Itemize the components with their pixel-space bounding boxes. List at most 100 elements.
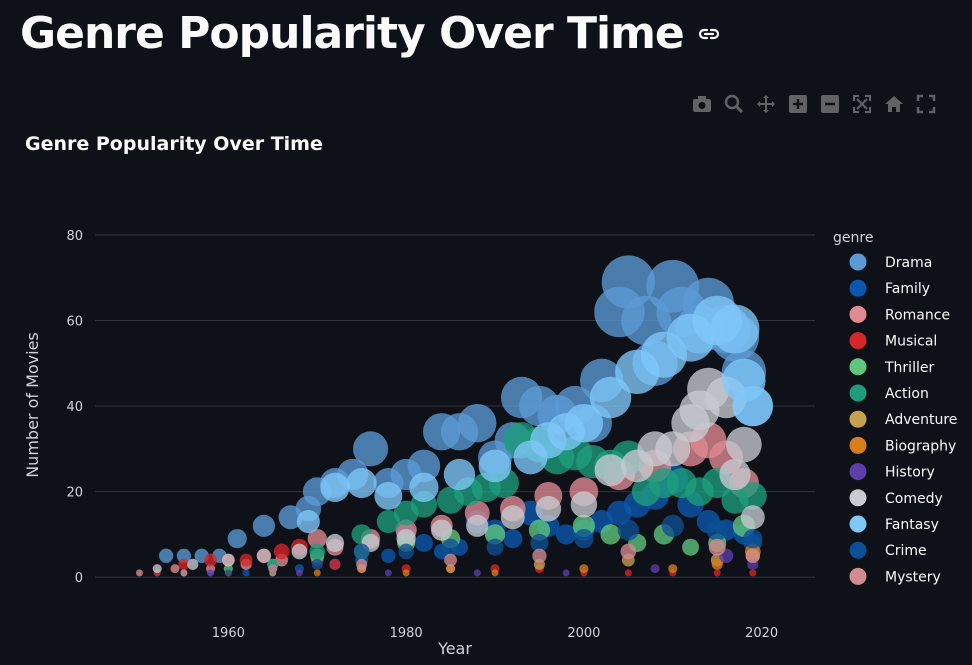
bubble-fantasy[interactable] xyxy=(320,472,350,502)
bubble-fantasy[interactable] xyxy=(296,510,320,534)
bubble-crime[interactable] xyxy=(224,569,232,577)
legend-item-crime[interactable]: Crime xyxy=(849,541,927,560)
bubble-family[interactable] xyxy=(555,524,577,545)
bubble-comedy[interactable] xyxy=(256,548,272,563)
bubble-drama[interactable] xyxy=(458,403,497,443)
bubble-comedy[interactable] xyxy=(221,553,235,567)
link-icon[interactable] xyxy=(696,21,722,47)
bubble-fantasy[interactable] xyxy=(374,481,403,510)
bubble-mystery[interactable] xyxy=(745,548,760,563)
bubble-musical[interactable] xyxy=(749,569,757,577)
bubble-mystery[interactable] xyxy=(268,564,278,574)
bubble-fantasy[interactable] xyxy=(443,458,476,491)
bubble-musical[interactable] xyxy=(713,569,721,577)
bubble-mystery[interactable] xyxy=(356,558,368,570)
legend-item-romance[interactable]: Romance xyxy=(849,305,951,324)
camera-icon[interactable] xyxy=(690,92,714,116)
bubble-musical[interactable] xyxy=(204,553,217,567)
bubble-musical[interactable] xyxy=(239,553,253,567)
bubble-crime[interactable] xyxy=(311,558,323,570)
bubble-crime[interactable] xyxy=(617,519,639,541)
bubble-history[interactable] xyxy=(207,569,215,577)
bubble-comedy[interactable] xyxy=(719,458,751,491)
bubble-drama[interactable] xyxy=(353,431,389,467)
autoscale-icon[interactable] xyxy=(850,92,874,116)
bubble-biography[interactable] xyxy=(711,558,723,570)
bubble-comedy[interactable] xyxy=(396,529,416,549)
legend-item-action[interactable]: Action xyxy=(849,384,929,403)
bubble-biography[interactable] xyxy=(402,569,410,577)
bubble-comedy[interactable] xyxy=(594,454,627,487)
bubble-comedy[interactable] xyxy=(535,495,562,522)
legend-item-mystery[interactable]: Mystery xyxy=(849,567,941,586)
bubble-family[interactable] xyxy=(381,548,396,563)
legend-item-family[interactable]: Family xyxy=(849,279,931,298)
bubble-history[interactable] xyxy=(295,569,303,577)
bubble-mystery[interactable] xyxy=(620,543,637,560)
bubble-thriller[interactable] xyxy=(600,524,621,545)
bubble-biography[interactable] xyxy=(491,569,499,577)
bubble-romance[interactable] xyxy=(307,529,327,549)
legend-item-comedy[interactable]: Comedy xyxy=(849,489,943,507)
legend-item-drama[interactable]: Drama xyxy=(849,253,933,272)
bubble-romance[interactable] xyxy=(135,569,143,577)
bubble-thriller[interactable] xyxy=(484,524,506,545)
legend-item-history[interactable]: History xyxy=(849,463,935,481)
bubble-fantasy[interactable] xyxy=(710,304,760,354)
bubble-musical[interactable] xyxy=(329,558,341,570)
bubble-musical[interactable] xyxy=(624,569,632,577)
bubble-mystery[interactable] xyxy=(180,569,188,577)
bubble-history[interactable] xyxy=(384,569,392,577)
bubble-action[interactable] xyxy=(738,481,767,510)
bubble-mystery[interactable] xyxy=(708,538,726,556)
bubble-comedy[interactable] xyxy=(431,519,453,541)
bubble-musical[interactable] xyxy=(178,558,190,570)
bubble-comedy[interactable] xyxy=(152,564,162,574)
bubble-drama[interactable] xyxy=(227,529,247,549)
bubble-drama[interactable] xyxy=(601,255,655,309)
bubble-comedy[interactable] xyxy=(726,426,762,463)
bubble-family[interactable] xyxy=(414,533,433,552)
bubble-thriller[interactable] xyxy=(682,538,700,556)
bubble-fantasy[interactable] xyxy=(478,449,512,483)
bubble-crime[interactable] xyxy=(574,529,594,549)
pan-icon[interactable] xyxy=(754,92,778,116)
legend-item-thriller[interactable]: Thriller xyxy=(849,358,935,376)
bubble-crime[interactable] xyxy=(486,538,504,556)
bubble-history[interactable] xyxy=(473,569,481,577)
bubble-comedy[interactable] xyxy=(500,505,525,530)
bubble-history[interactable] xyxy=(650,564,660,574)
bubble-crime[interactable] xyxy=(706,519,728,541)
bubble-drama[interactable] xyxy=(407,449,441,483)
bubble-fantasy[interactable] xyxy=(589,376,632,419)
bubble-history[interactable] xyxy=(562,569,570,577)
bubble-family[interactable] xyxy=(503,529,523,549)
bubble-thriller[interactable] xyxy=(528,519,551,541)
bubble-romance[interactable] xyxy=(170,564,180,574)
bubble-crime[interactable] xyxy=(661,514,684,537)
bubble-biography[interactable] xyxy=(313,569,321,577)
zoom-icon[interactable] xyxy=(722,92,746,116)
bubble-comedy[interactable] xyxy=(740,505,765,530)
bubble-crime[interactable] xyxy=(530,533,549,552)
bubble-crime[interactable] xyxy=(442,538,460,556)
bubble-mystery[interactable] xyxy=(532,548,547,563)
bubble-fantasy[interactable] xyxy=(409,472,439,502)
bubble-musical[interactable] xyxy=(273,543,290,560)
legend-item-musical[interactable]: Musical xyxy=(849,332,938,350)
bubble-biography[interactable] xyxy=(668,564,678,574)
bubble-adventure[interactable] xyxy=(446,564,456,574)
legend-item-adventure[interactable]: Adventure xyxy=(849,410,958,429)
bubble-crime[interactable] xyxy=(398,543,414,560)
home-icon[interactable] xyxy=(882,92,906,116)
bubble-fantasy[interactable] xyxy=(564,403,604,443)
bubble-chart[interactable]: Year Number of Movies 0 20 40 60 80 1960 1980 2… xyxy=(0,160,972,665)
legend-item-biography[interactable]: Biography xyxy=(849,436,957,455)
bubble-comedy[interactable] xyxy=(187,558,199,570)
bubble-fantasy[interactable] xyxy=(732,385,774,427)
legend-item-fantasy[interactable]: Fantasy xyxy=(849,515,939,534)
bubble-action[interactable] xyxy=(309,543,326,560)
bubble-drama[interactable] xyxy=(176,548,192,563)
bubble-crime[interactable] xyxy=(743,529,763,549)
bubble-family[interactable] xyxy=(242,569,250,577)
